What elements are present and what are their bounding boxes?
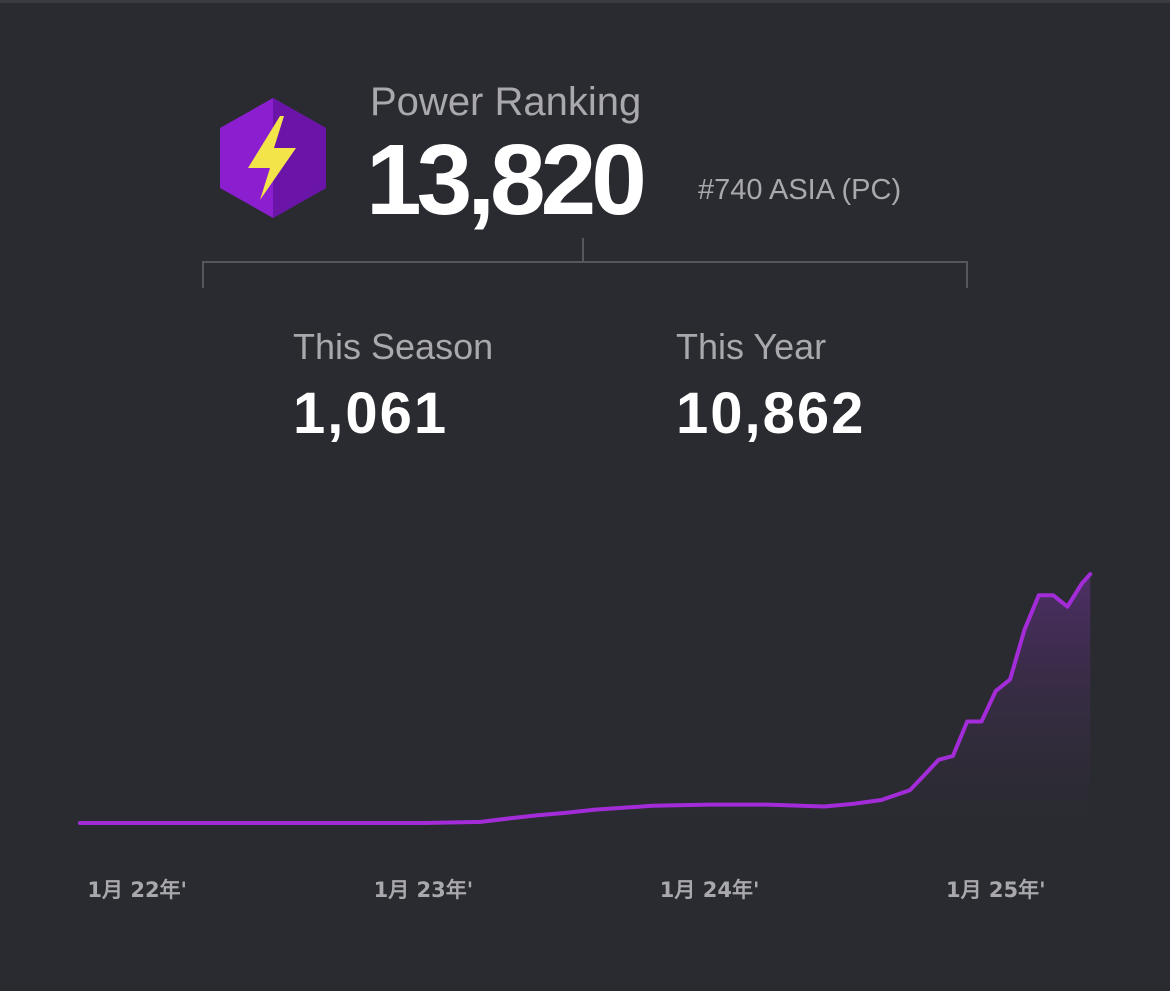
- power-ranking-value: 13,820: [366, 124, 647, 236]
- this-season-label: This Season: [293, 326, 494, 367]
- x-tick-label: 1月 24年': [660, 878, 760, 902]
- lightning-bolt-hexagon-icon: [220, 98, 326, 218]
- this-year-value: 10,862: [676, 381, 866, 446]
- chart-area-fill: [80, 574, 1091, 823]
- top-border: [0, 0, 1170, 3]
- power-ranking-title: Power Ranking: [370, 80, 642, 124]
- region-rank: #740 ASIA (PC): [698, 174, 902, 206]
- this-season-value: 1,061: [293, 381, 449, 446]
- chart-series-line: [78, 572, 1093, 825]
- this-year-label: This Year: [676, 326, 827, 367]
- x-tick-label: 1月 22年': [87, 878, 187, 902]
- x-tick-label: 1月 25年': [946, 878, 1046, 902]
- x-tick-label: 1月 23年': [374, 878, 474, 902]
- bracket-divider: [202, 238, 968, 288]
